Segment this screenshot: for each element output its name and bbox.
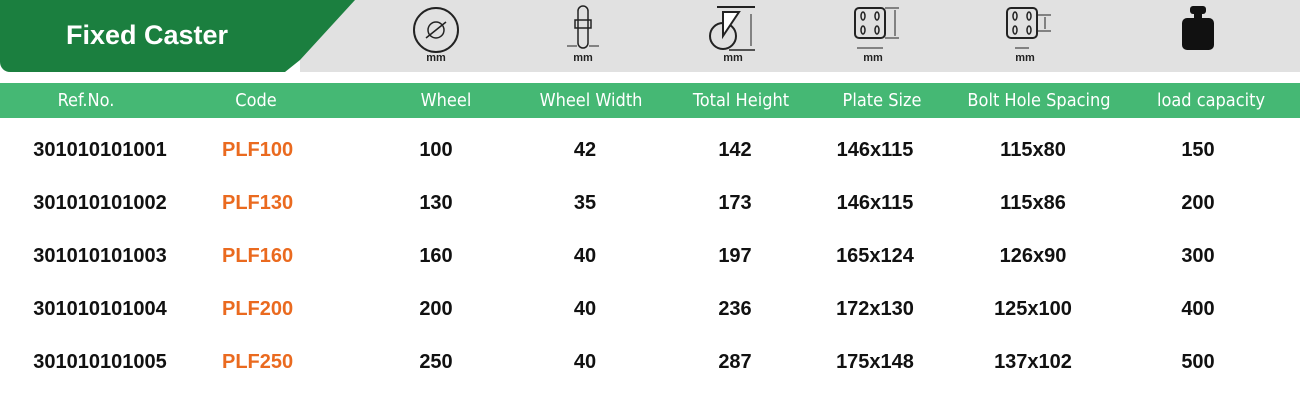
table-row: 301010101004 PLF200 200 40 236 172x130 125x100… — [0, 298, 1300, 328]
header-code: Code — [235, 90, 277, 111]
bolt-hole-spacing-icon: mm — [990, 4, 1060, 70]
cell-wheel: 250 — [419, 351, 453, 373]
cell-bolt-hole-spacing: 125x100 — [994, 298, 1072, 320]
cell-bolt-hole-spacing: 137x102 — [994, 351, 1072, 373]
header-load-capacity: load capacity — [1156, 90, 1266, 111]
cell-plate-size: 175x148 — [836, 351, 914, 373]
plate-size-icon: mm — [838, 4, 908, 70]
wheel-width-icon: mm — [548, 4, 618, 70]
icon-band — [300, 0, 1300, 72]
cell-code: PLF250 — [222, 351, 294, 373]
cell-wheel: 130 — [419, 192, 453, 214]
cell-total-height: 173 — [718, 192, 752, 214]
cell-wheel-width: 40 — [573, 351, 597, 373]
cell-wheel: 100 — [419, 139, 453, 161]
cell-plate-size: 165x124 — [836, 245, 914, 267]
cell-ref-no: 301010101005 — [33, 351, 167, 373]
cell-ref-no: 301010101001 — [33, 139, 167, 161]
header-total-height: Total Height — [692, 90, 790, 111]
table-row: 301010101002 PLF130 130 35 173 146x115 115x86 2… — [0, 192, 1300, 222]
cell-wheel: 200 — [419, 298, 453, 320]
cell-load-capacity: 200 — [1181, 192, 1215, 214]
cell-total-height: 197 — [718, 245, 752, 267]
table-header — [0, 83, 1300, 118]
header-plate-size: Plate Size — [842, 90, 922, 111]
title-tab — [0, 0, 355, 72]
cell-code: PLF160 — [222, 245, 294, 267]
cell-code: PLF100 — [222, 139, 294, 161]
cell-plate-size: 146x115 — [836, 139, 914, 161]
cell-ref-no: 301010101003 — [33, 245, 167, 267]
cell-wheel-width: 42 — [573, 139, 597, 161]
cell-wheel-width: 40 — [573, 245, 597, 267]
wheel-diameter-icon: mm — [401, 4, 471, 70]
header-wheel: Wheel — [420, 90, 472, 111]
cell-ref-no: 301010101002 — [33, 192, 167, 214]
cell-ref-no: 301010101004 — [33, 298, 167, 320]
header-ref-no: Ref.No. — [57, 90, 115, 111]
cell-bolt-hole-spacing: 126x90 — [999, 245, 1067, 267]
cell-wheel: 160 — [419, 245, 453, 267]
cell-total-height: 287 — [718, 351, 752, 373]
cell-total-height: 236 — [718, 298, 752, 320]
cell-load-capacity: 150 — [1181, 139, 1215, 161]
header-bolt-hole-spacing: Bolt Hole Spacing — [967, 90, 1111, 111]
cell-code: PLF130 — [222, 192, 294, 214]
cell-load-capacity: 300 — [1181, 245, 1215, 267]
table-row: 301010101003 PLF160 160 40 197 165x124 126x90 3… — [0, 245, 1300, 275]
cell-load-capacity: 500 — [1181, 351, 1215, 373]
cell-bolt-hole-spacing: 115x80 — [1000, 139, 1066, 161]
cell-bolt-hole-spacing: 115x86 — [1000, 192, 1066, 214]
table-row: 301010101005 PLF250 250 40 287 175x148 137x102… — [0, 351, 1300, 381]
table-row: 301010101001 PLF100 100 42 142 146x115 115x80 1… — [0, 139, 1300, 169]
header-wheel-width: Wheel Width — [539, 90, 643, 111]
cell-plate-size: 146x115 — [836, 192, 914, 214]
cell-total-height: 142 — [718, 139, 752, 161]
cell-load-capacity: 400 — [1181, 298, 1215, 320]
cell-wheel-width: 40 — [573, 298, 597, 320]
weight-icon — [1163, 4, 1233, 70]
cell-wheel-width: 35 — [573, 192, 597, 214]
page-title: Fixed Caster — [66, 20, 229, 50]
cell-plate-size: 172x130 — [836, 298, 914, 320]
cell-code: PLF200 — [222, 298, 294, 320]
total-height-icon: mm — [698, 4, 768, 70]
